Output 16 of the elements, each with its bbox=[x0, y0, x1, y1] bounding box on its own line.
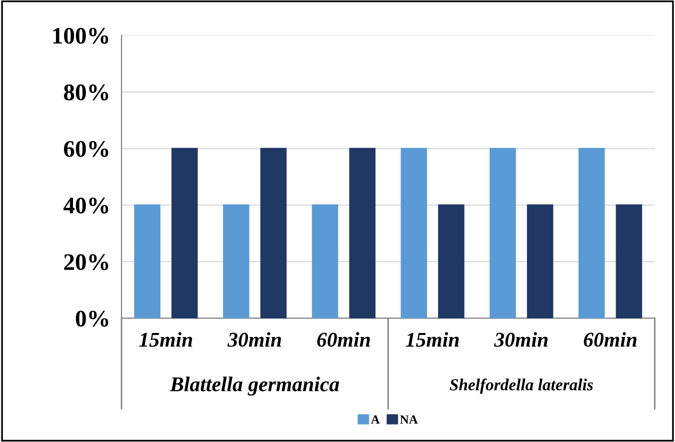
x-tick-label: 30min bbox=[227, 332, 282, 347]
text: Shelfordella lateralis bbox=[450, 378, 593, 394]
y-tick-label: 60% bbox=[64, 141, 108, 158]
legend-label: NA bbox=[400, 415, 418, 424]
text: Blattella germanica bbox=[170, 376, 340, 396]
y-tick-label: 80% bbox=[64, 84, 108, 100]
legend-label: A bbox=[370, 415, 380, 424]
y-tick-label: 20% bbox=[64, 254, 108, 270]
y-tick-label: 100% bbox=[53, 28, 108, 44]
x-tick-label: 15min bbox=[139, 332, 192, 347]
x-tick-label: 30min bbox=[494, 332, 548, 347]
x-tick-label: 60min bbox=[584, 332, 637, 347]
x-tick-label: 60min bbox=[317, 332, 370, 347]
y-tick-label: 0% bbox=[76, 310, 108, 327]
y-tick-label: 40% bbox=[63, 198, 108, 214]
x-tick-label: 15min bbox=[406, 332, 459, 347]
